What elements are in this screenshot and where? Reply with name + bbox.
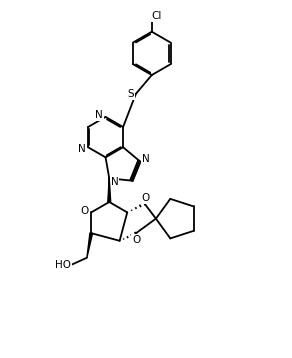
Text: O: O xyxy=(81,206,89,216)
Polygon shape xyxy=(108,178,111,202)
Text: S: S xyxy=(127,89,134,99)
Text: N: N xyxy=(95,111,103,120)
Text: Cl: Cl xyxy=(151,11,161,21)
Polygon shape xyxy=(87,233,93,258)
Text: O: O xyxy=(132,235,140,245)
Text: N: N xyxy=(142,154,150,164)
Text: O: O xyxy=(141,193,149,203)
Text: HO: HO xyxy=(55,260,71,270)
Text: N: N xyxy=(78,144,86,154)
Text: N: N xyxy=(111,177,118,187)
